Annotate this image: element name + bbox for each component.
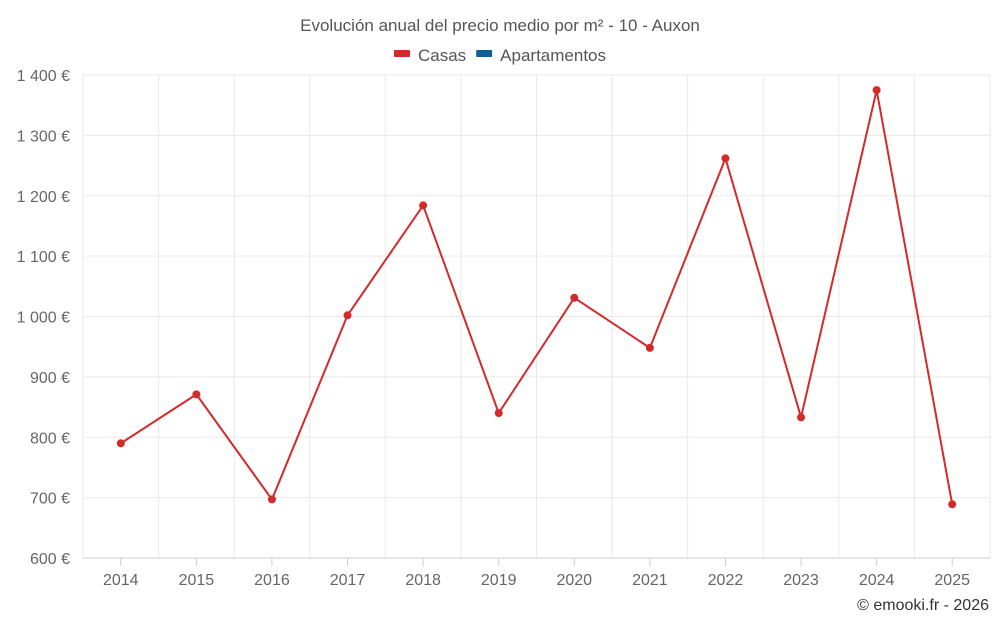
y-tick-label: 700 €	[30, 491, 70, 508]
data-point[interactable]	[721, 154, 730, 163]
data-point[interactable]	[797, 413, 806, 422]
x-tick-label: 2025	[934, 572, 970, 589]
data-point[interactable]	[343, 311, 352, 320]
legend-swatch	[393, 50, 410, 57]
x-tick-label: 2014	[103, 572, 139, 589]
data-point[interactable]	[570, 293, 579, 302]
series-line-casas	[120, 89, 954, 505]
legend-swatch	[476, 50, 493, 57]
x-tick-label: 2020	[556, 572, 592, 589]
legend-label: Apartamentos	[500, 46, 606, 65]
y-tick-label: 1 300 €	[17, 128, 70, 145]
legend-label: Casas	[418, 46, 466, 65]
x-tick-label: 2021	[632, 572, 668, 589]
y-tick-label: 1 400 €	[17, 68, 70, 85]
data-point[interactable]	[872, 86, 881, 95]
y-tick-label: 1 000 €	[17, 310, 70, 327]
x-tick-label: 2015	[179, 572, 215, 589]
x-tick-label: 2023	[783, 572, 819, 589]
data-point[interactable]	[419, 201, 428, 210]
y-tick-label: 1 100 €	[17, 249, 70, 266]
data-point[interactable]	[948, 500, 957, 509]
legend-item-apartamentos[interactable]: Apartamentos	[476, 46, 606, 65]
data-point[interactable]	[494, 409, 503, 418]
y-tick-label: 600 €	[30, 551, 70, 568]
x-tick-label: 2016	[254, 572, 290, 589]
x-tick-label: 2017	[330, 572, 366, 589]
grid	[82, 74, 991, 558]
chart-title: Evolución anual del precio medio por m² …	[300, 16, 700, 35]
x-tick-label: 2019	[481, 572, 517, 589]
y-tick-label: 1 200 €	[17, 189, 70, 206]
legend-item-casas[interactable]: Casas	[393, 46, 466, 65]
data-point[interactable]	[116, 439, 125, 448]
axes: 600 € 700 € 800 € 900 € 1 000 € 1 100 € 1 200 …	[17, 68, 990, 589]
data-point[interactable]	[192, 390, 201, 399]
x-tick-label: 2018	[405, 572, 441, 589]
x-tick-label: 2022	[708, 572, 744, 589]
data-point[interactable]	[645, 343, 654, 352]
credit-text: © emooki.fr - 2026	[857, 597, 989, 614]
y-tick-label: 800 €	[30, 430, 70, 447]
data-point[interactable]	[267, 495, 276, 504]
series-layer	[116, 86, 957, 509]
x-tick-label: 2024	[859, 572, 895, 589]
y-tick-label: 900 €	[30, 370, 70, 387]
legend[interactable]: Casas Apartamentos	[393, 46, 606, 65]
